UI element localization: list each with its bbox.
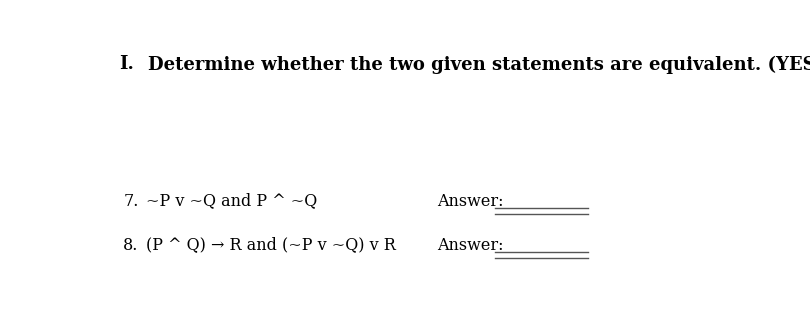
Text: (P ^ Q) → R and (~P v ~Q) v R: (P ^ Q) → R and (~P v ~Q) v R (147, 237, 396, 254)
Text: ~P v ~Q and P ^ ~Q: ~P v ~Q and P ^ ~Q (147, 193, 318, 210)
Text: Answer:: Answer: (437, 193, 504, 210)
Text: Answer:: Answer: (437, 237, 504, 254)
Text: I.: I. (119, 55, 134, 73)
Text: Determine whether the two given statements are equivalent. (YES or NO): Determine whether the two given statemen… (148, 55, 810, 73)
Text: 8.: 8. (123, 237, 139, 254)
Text: 7.: 7. (123, 193, 139, 210)
